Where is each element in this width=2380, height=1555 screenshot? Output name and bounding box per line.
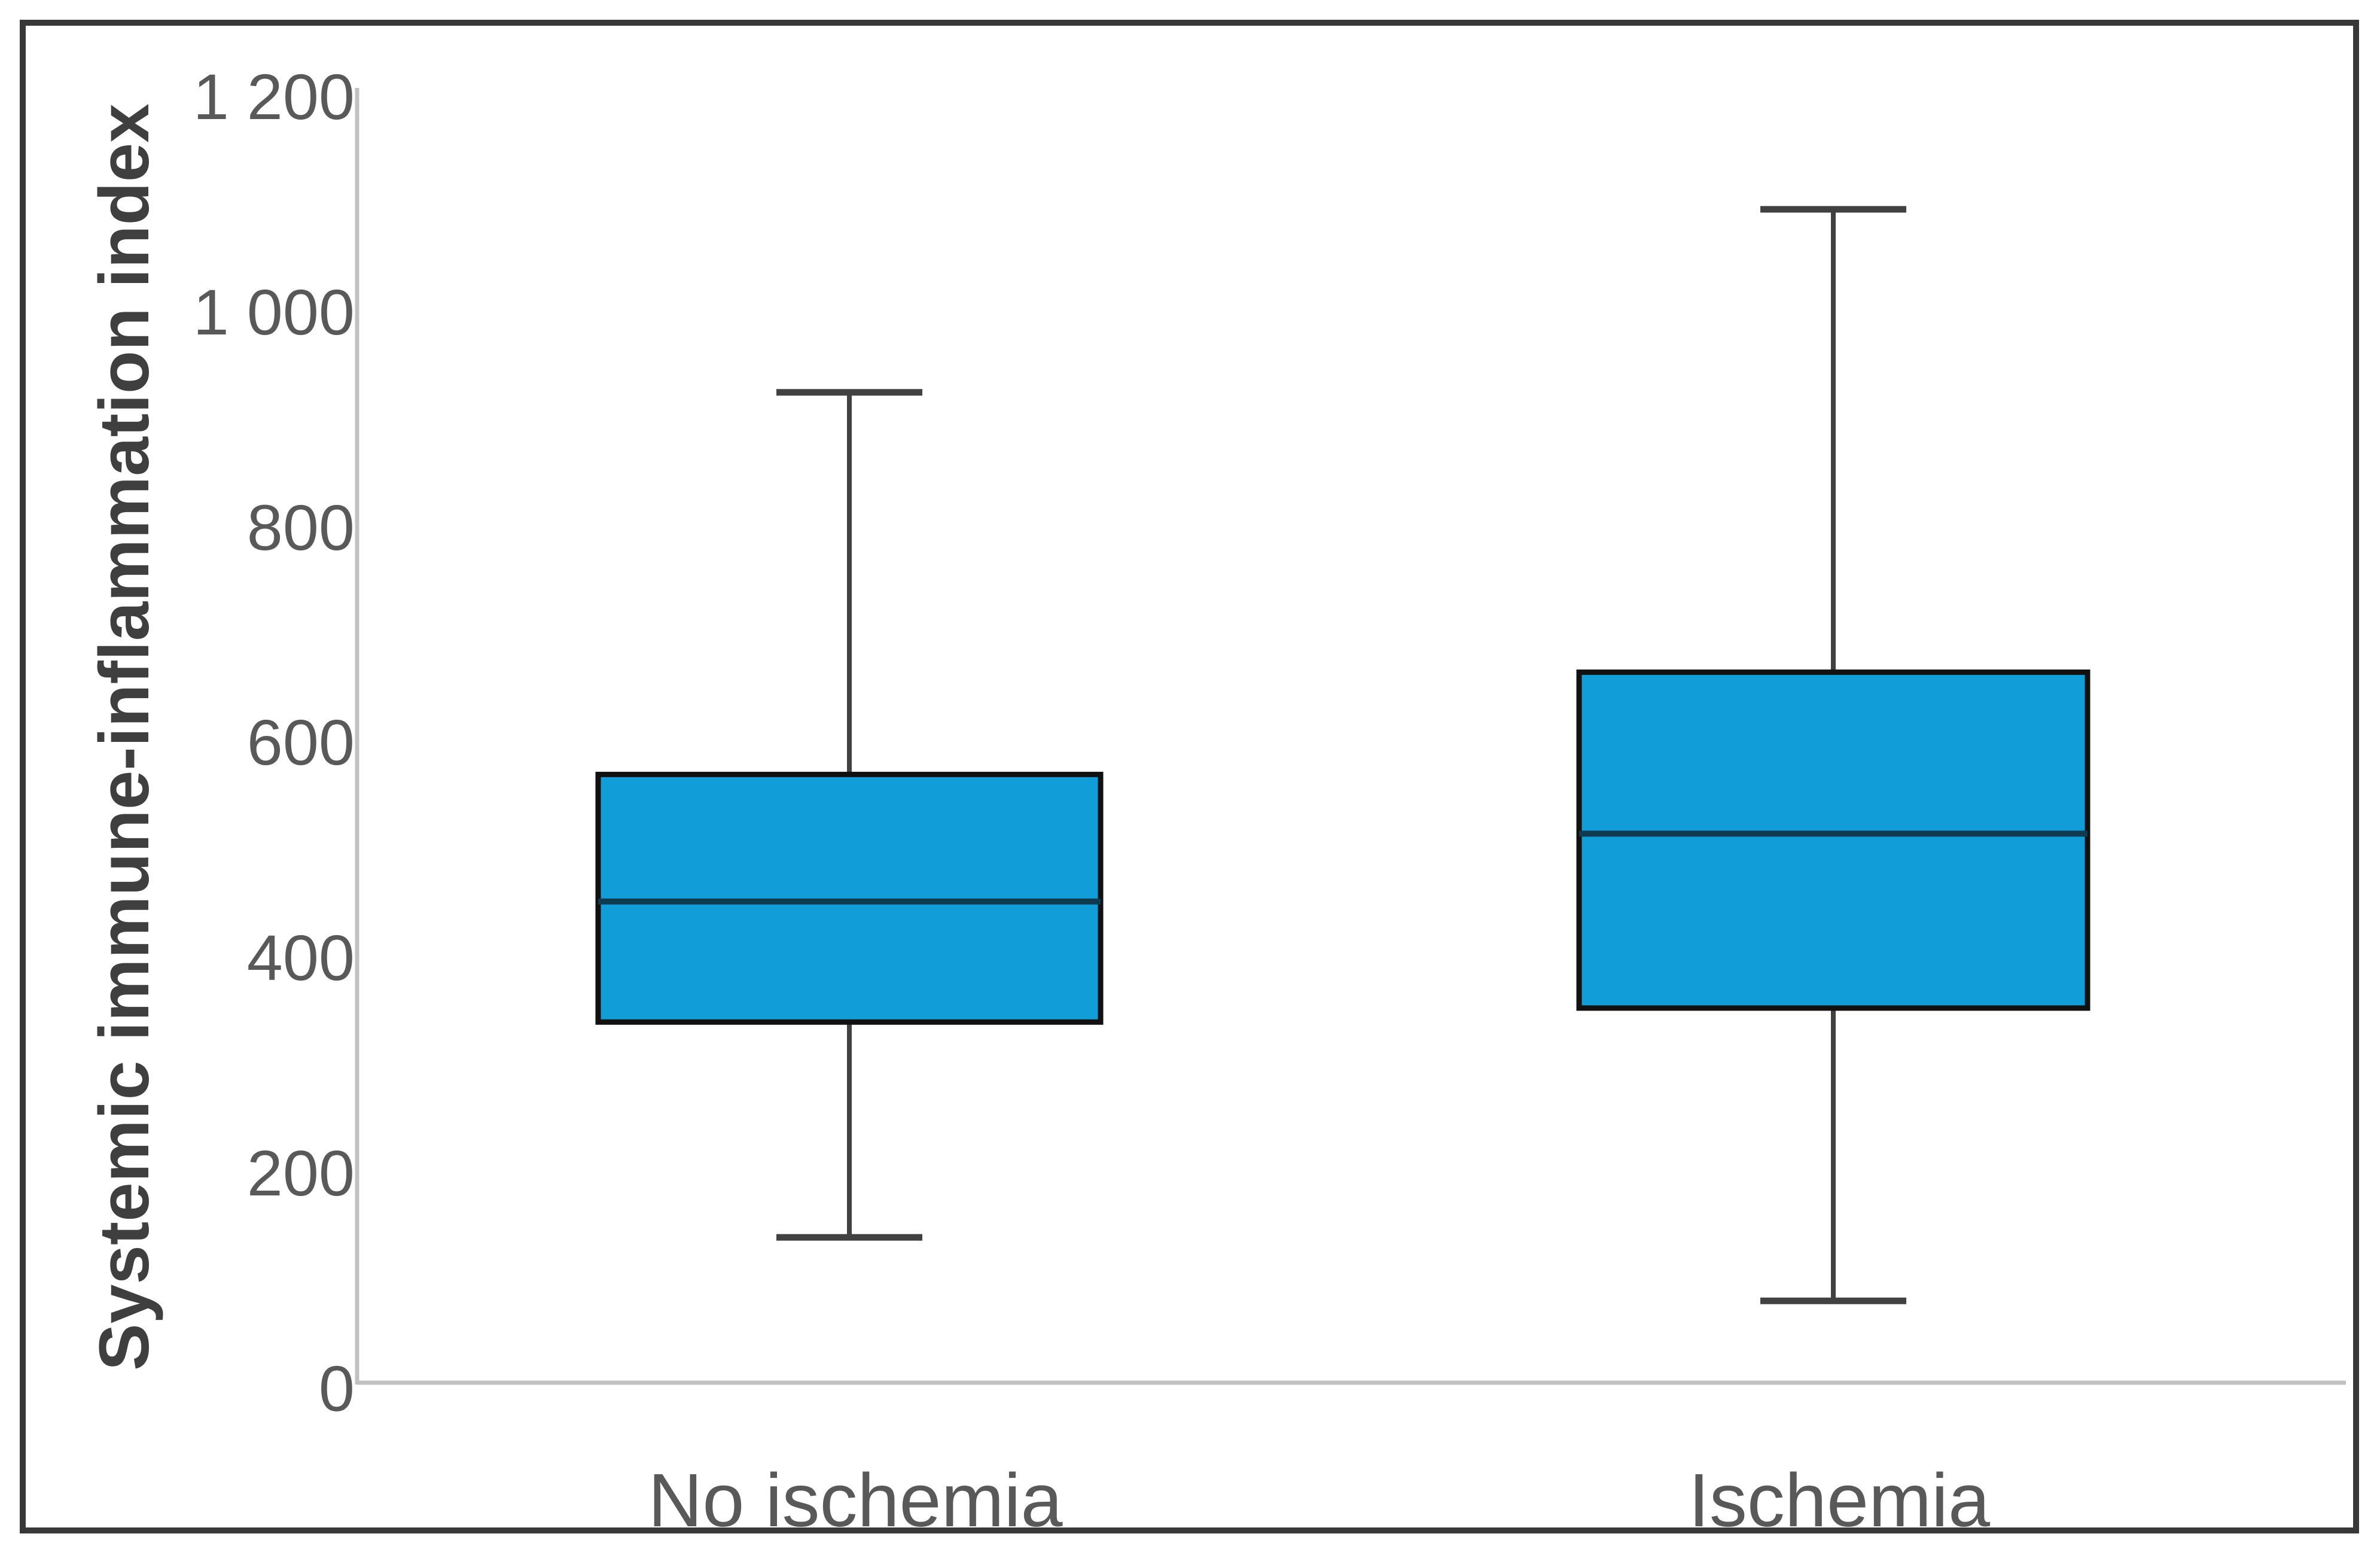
x-category-label-1: No ischemia (648, 1458, 1063, 1542)
y-tick-label-1200: 1 200 (193, 60, 355, 133)
y-tick-label-400: 400 (246, 921, 355, 994)
x-category-label-2: Ischemia (1688, 1458, 1991, 1542)
iqr-box-2 (1576, 670, 2091, 1011)
y-tick-label-200: 200 (246, 1137, 355, 1210)
y-tick-label-600: 600 (246, 706, 355, 779)
iqr-box-1 (595, 771, 1104, 1025)
y-axis-title: Systemic immune-inflammation index (85, 104, 164, 1371)
y-tick-label-0: 0 (318, 1352, 355, 1425)
y-tick-label-800: 800 (246, 491, 355, 564)
figure-frame: Systemic immune-inflammation index 0 200 4… (20, 20, 2359, 1542)
y-tick-label-1000: 1 000 (193, 275, 355, 348)
